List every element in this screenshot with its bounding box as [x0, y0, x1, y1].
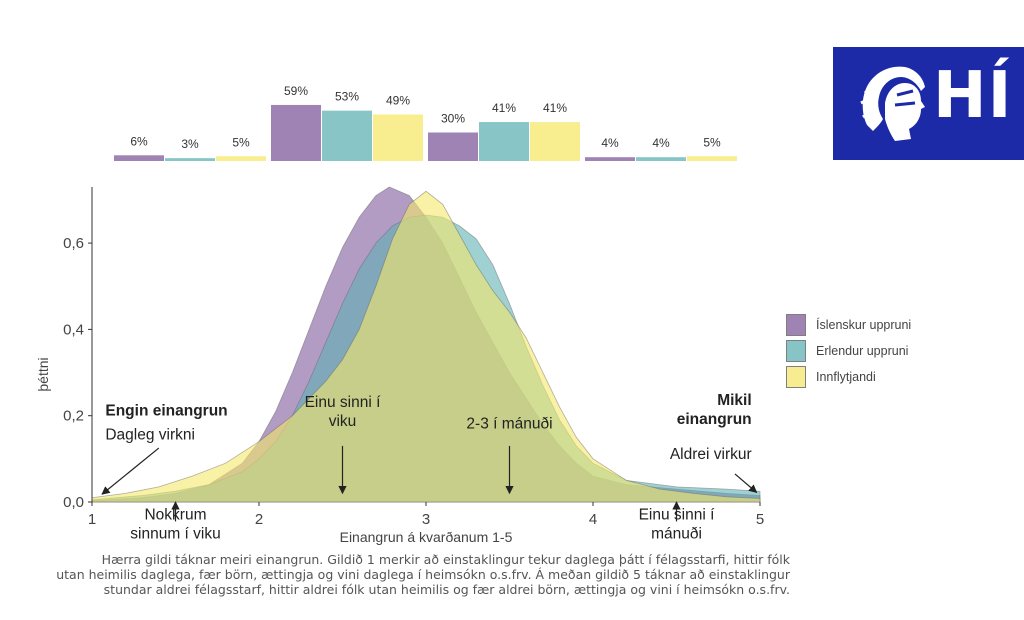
- y-tick-label: 0,6: [63, 235, 84, 252]
- x-tick-label: 1: [88, 511, 96, 528]
- bar: [165, 158, 215, 161]
- y-axis-label: þéttni: [35, 357, 51, 391]
- bar: [479, 122, 529, 161]
- bar-value-label: 30%: [441, 112, 465, 126]
- y-tick-label: 0,4: [63, 321, 84, 338]
- bar: [428, 132, 478, 161]
- bar: [271, 104, 321, 161]
- bar: [585, 157, 635, 161]
- y-tick-label: 0,0: [63, 494, 84, 511]
- x-tick-label: 4: [589, 511, 597, 528]
- bar: [530, 122, 580, 161]
- university-head-logo-icon: [860, 66, 925, 141]
- annotation-text: Aldrei virkur: [670, 446, 752, 463]
- legend-label: Erlendur uppruni: [816, 344, 909, 358]
- bar-value-label: 4%: [601, 136, 619, 150]
- bar-value-label: 5%: [703, 135, 721, 149]
- x-tick-label: 5: [756, 511, 764, 528]
- caption-line: stundar aldrei félagsstarf, hittir aldre…: [103, 582, 790, 597]
- y-tick-label: 0,2: [63, 408, 84, 425]
- bar: [114, 155, 164, 161]
- bar-value-label: 6%: [130, 134, 148, 148]
- legend: Íslenskur uppruni Erlendur uppruni Innfl…: [786, 312, 911, 390]
- annotation-text: Engin einangrun: [105, 403, 227, 420]
- bar-value-label: 53%: [335, 90, 359, 104]
- caption-line: Hærra gildi táknar meiri einangrun. Gild…: [101, 552, 790, 567]
- bar-value-label: 49%: [386, 93, 410, 107]
- logo-text: HÍ: [933, 59, 1013, 133]
- legend-label: Innflytjandi: [816, 370, 876, 384]
- legend-item: Íslenskur uppruni: [786, 312, 911, 338]
- bar: [373, 114, 423, 161]
- legend-label: Íslenskur uppruni: [816, 318, 912, 332]
- annotation-arrow: [734, 473, 758, 494]
- annotation-text: 2-3 í mánuði: [466, 416, 552, 433]
- x-tick-label: 2: [255, 511, 263, 528]
- bar-value-label: 5%: [232, 135, 250, 149]
- bar-value-label: 3%: [181, 137, 199, 151]
- annotation-text: Einu sinni í mánuði: [639, 506, 716, 542]
- chart-caption: Hærra gildi táknar meiri einangrun. Gild…: [30, 552, 790, 597]
- legend-item: Innflytjandi: [786, 364, 911, 390]
- x-tick-label: 3: [422, 511, 430, 528]
- annotation-text: Mikil einangrun: [677, 392, 752, 428]
- annotation-arrow: [101, 447, 160, 495]
- legend-swatch: [786, 314, 806, 336]
- bar-value-label: 41%: [492, 101, 516, 115]
- bar-value-label: 59%: [284, 84, 308, 98]
- annotation-text: Nokkrum sinnum í viku: [130, 506, 220, 542]
- x-axis-label: Einangrun á kvarðanum 1-5: [340, 529, 513, 545]
- annotation-text: Dagleg virkni: [105, 426, 195, 443]
- legend-item: Erlendur uppruni: [786, 338, 911, 364]
- bar-value-label: 41%: [543, 101, 567, 115]
- legend-swatch: [786, 340, 806, 362]
- density-area: [91, 190, 761, 503]
- university-logo: HÍ: [833, 47, 1024, 160]
- annotation-text: Einu sinni í viku: [305, 394, 382, 430]
- bar: [687, 156, 737, 161]
- legend-swatch: [786, 366, 806, 388]
- bar-value-label: 4%: [652, 136, 670, 150]
- bar: [322, 110, 372, 161]
- bar: [216, 156, 266, 161]
- caption-line: utan heimilis daglega, fær börn, ættingj…: [56, 567, 790, 582]
- bar: [636, 157, 686, 161]
